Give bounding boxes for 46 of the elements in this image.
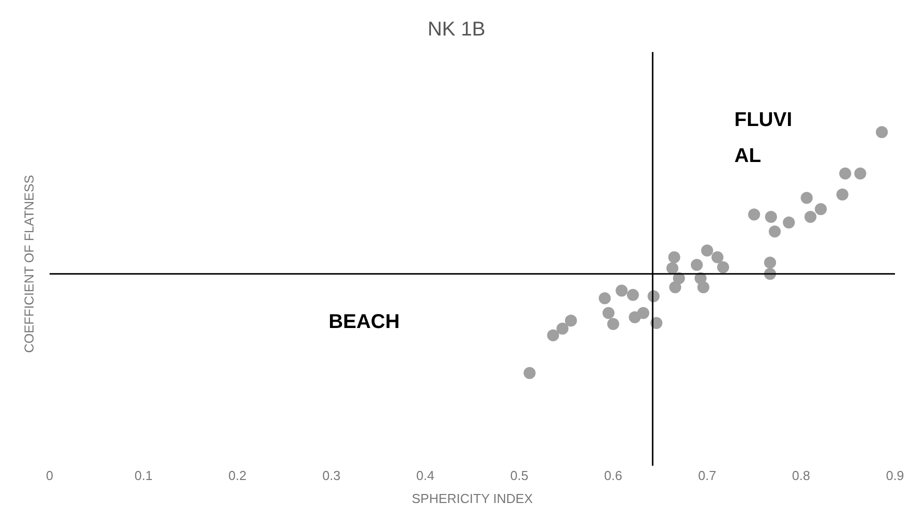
point bbox=[556, 322, 568, 335]
x-tick-label: 0.2 bbox=[228, 468, 247, 484]
point bbox=[765, 210, 778, 223]
x-tick-label: 0.1 bbox=[134, 468, 153, 484]
point bbox=[839, 167, 852, 180]
point bbox=[768, 226, 781, 238]
x-tick-label: 0.5 bbox=[510, 468, 528, 484]
x-tick-label: 0.7 bbox=[698, 468, 716, 484]
point bbox=[697, 281, 710, 294]
point bbox=[854, 167, 866, 180]
chart-title: NK 1B bbox=[428, 18, 486, 41]
point bbox=[690, 258, 703, 271]
point bbox=[616, 284, 628, 297]
point bbox=[748, 208, 760, 221]
point bbox=[804, 210, 816, 223]
point bbox=[836, 188, 848, 200]
x-tick-label: 0.6 bbox=[604, 468, 622, 484]
x-tick-label: 0.4 bbox=[416, 468, 434, 484]
point bbox=[800, 192, 813, 204]
x-tick-label: 0.3 bbox=[322, 468, 340, 484]
point bbox=[607, 318, 620, 330]
point bbox=[717, 261, 730, 274]
point bbox=[711, 251, 724, 264]
point bbox=[547, 329, 560, 342]
point bbox=[701, 244, 714, 257]
point bbox=[814, 203, 827, 216]
point bbox=[669, 281, 682, 294]
point bbox=[626, 288, 639, 301]
y-axis-title: COEFFICIENT OF FLATNESS bbox=[21, 174, 36, 353]
point bbox=[564, 314, 577, 327]
point bbox=[668, 251, 680, 264]
point bbox=[524, 367, 536, 380]
x-tick-label: 0.9 bbox=[886, 468, 904, 484]
point bbox=[876, 126, 888, 138]
annotation: BEACH bbox=[328, 310, 400, 333]
point bbox=[666, 262, 678, 274]
point bbox=[598, 292, 611, 304]
point bbox=[602, 306, 615, 319]
x-axis-title: SPHERICITY INDEX bbox=[412, 490, 534, 506]
x-tick-label: 0 bbox=[46, 468, 54, 484]
point bbox=[782, 216, 795, 229]
x-tick-label: 0.8 bbox=[792, 468, 810, 484]
point bbox=[672, 272, 685, 284]
point bbox=[637, 306, 650, 319]
annotation: FLUVI AL bbox=[734, 108, 792, 167]
point bbox=[764, 256, 776, 269]
